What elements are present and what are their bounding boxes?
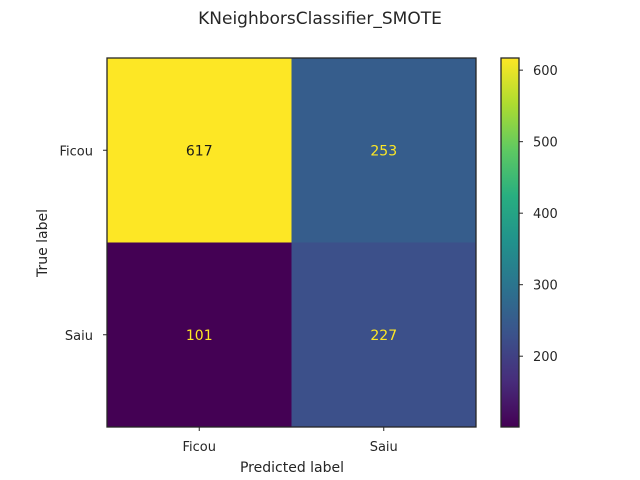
cell-value-label: 253 bbox=[370, 143, 397, 159]
y-tick-label: Ficou bbox=[60, 144, 93, 159]
colorbar-tick-label: 300 bbox=[533, 279, 558, 294]
heatmap-cell-r0-c0 bbox=[107, 58, 292, 243]
colorbar-tick-label: 600 bbox=[533, 64, 558, 79]
cell-value-label: 101 bbox=[186, 328, 213, 344]
chart-title: KNeighborsClassifier_SMOTE bbox=[198, 9, 442, 29]
x-tick-label: Ficou bbox=[183, 440, 216, 455]
cell-value-label: 227 bbox=[370, 328, 397, 344]
colorbar-tick-label: 200 bbox=[533, 350, 558, 365]
heatmap-cell-r0-c1 bbox=[291, 58, 476, 243]
heatmap-cell-labels: 617 253 101 227 bbox=[186, 143, 397, 344]
y-axis-label: True label bbox=[35, 209, 51, 278]
heatmap-cells bbox=[107, 58, 476, 427]
cell-value-label: 617 bbox=[186, 143, 213, 159]
colorbar bbox=[500, 57, 520, 428]
x-axis-label: Predicted label bbox=[240, 460, 344, 476]
colorbar-ticks: 200 300 400 500 600 bbox=[519, 64, 558, 365]
y-axis-ticks: Ficou Saiu bbox=[60, 144, 107, 344]
heatmap-cell-r1-c1 bbox=[291, 242, 476, 427]
heatmap-cell-r1-c0 bbox=[107, 242, 292, 427]
x-tick-label: Saiu bbox=[370, 440, 398, 455]
colorbar-tick-label: 500 bbox=[533, 136, 558, 151]
x-axis-ticks: Ficou Saiu bbox=[183, 427, 398, 455]
colorbar-tick-label: 400 bbox=[533, 207, 558, 222]
plot-frame bbox=[106, 57, 477, 428]
y-tick-label: Saiu bbox=[65, 329, 93, 344]
